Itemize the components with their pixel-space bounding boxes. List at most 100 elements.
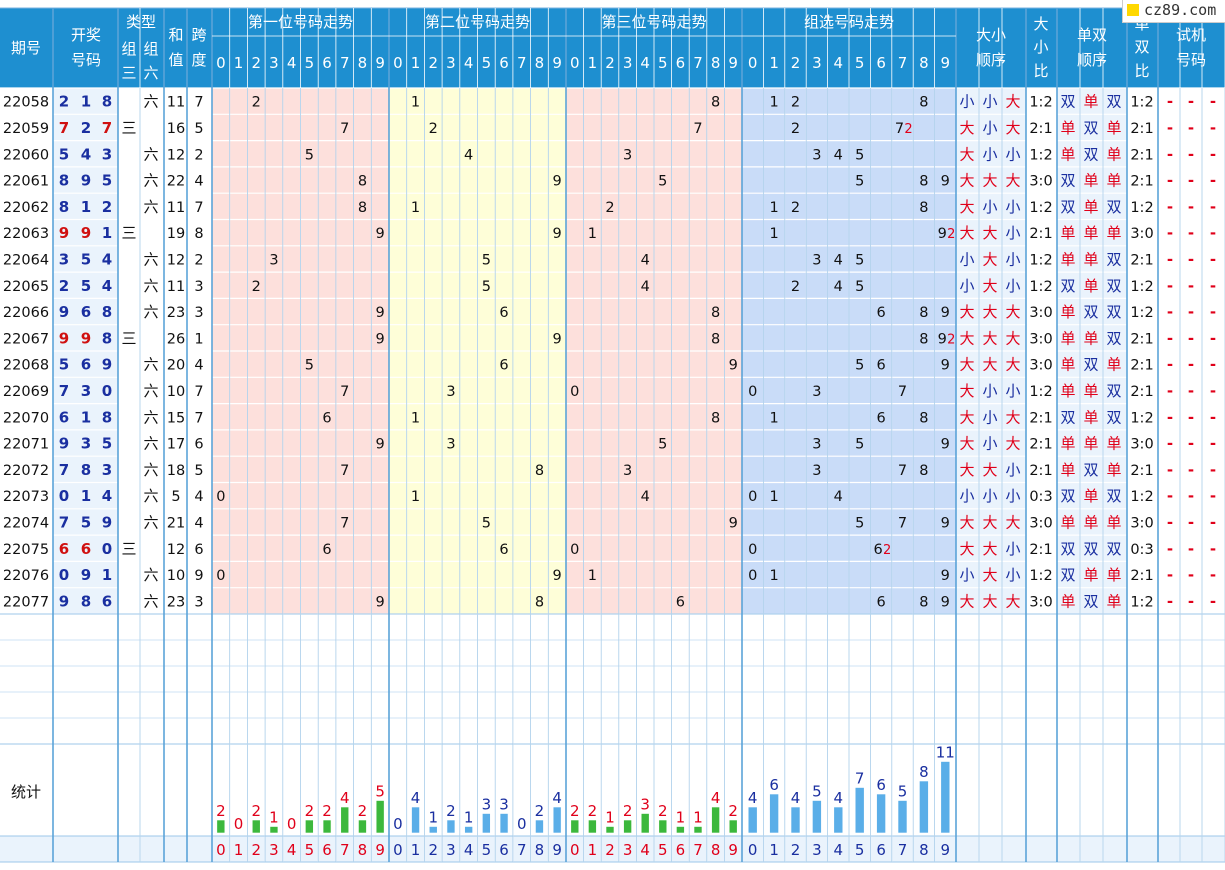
- trial-number: -: [1188, 513, 1194, 531]
- row-type: 六: [143, 435, 158, 453]
- stat-value: 2: [251, 802, 261, 820]
- bs-seq-item: 小: [959, 277, 974, 295]
- group-hit: 2: [791, 95, 800, 111]
- row-span: 5: [194, 121, 203, 137]
- bs-seq-item: 小: [1005, 277, 1020, 295]
- stat-value: 2: [728, 802, 738, 820]
- bs-seq-item: 小: [1005, 487, 1020, 505]
- group-hit: 5: [855, 358, 864, 374]
- draw-number: 3: [102, 461, 112, 479]
- row-span: 6: [194, 437, 203, 453]
- stat-digit: 2: [605, 841, 615, 859]
- header-digit: 4: [640, 54, 650, 72]
- stat-value: 1: [676, 809, 686, 827]
- draw-number: 1: [102, 224, 112, 242]
- stat-bar: [499, 813, 509, 834]
- draw-number: 6: [81, 303, 91, 321]
- oe-seq-item: 单: [1083, 566, 1098, 584]
- header-sum: 值: [168, 51, 183, 69]
- row-sum: 12: [167, 542, 185, 558]
- oe-seq-item: 双: [1060, 198, 1075, 216]
- pos1-hit: 2: [252, 279, 261, 295]
- bs-seq-item: 大: [959, 382, 974, 400]
- trial-number: -: [1167, 329, 1173, 347]
- trial-number: -: [1188, 592, 1194, 610]
- row-span: 3: [194, 305, 203, 321]
- stat-bar: [769, 793, 779, 834]
- row-span: 3: [194, 279, 203, 295]
- pos1-hit: 5: [305, 358, 314, 374]
- row-bs-ratio: 1:2: [1029, 95, 1052, 111]
- pos2-hit: 6: [499, 542, 508, 558]
- bs-seq-item: 大: [959, 592, 974, 610]
- stat-value: 7: [855, 770, 865, 788]
- stat-bar: [340, 806, 350, 834]
- draw-number: 5: [81, 513, 91, 531]
- draw-number: 5: [102, 435, 112, 453]
- trial-number: -: [1210, 540, 1216, 558]
- header-digit: 5: [305, 54, 315, 72]
- trial-number: -: [1188, 224, 1194, 242]
- pos2-hit: 5: [482, 515, 491, 531]
- draw-number: 5: [81, 250, 91, 268]
- oe-seq-item: 单: [1106, 435, 1121, 453]
- stat-value: 2: [570, 802, 580, 820]
- trial-number: -: [1167, 408, 1173, 426]
- row-bs-ratio: 3:0: [1029, 174, 1052, 190]
- row-bs-ratio: 1:2: [1029, 568, 1052, 584]
- row-sum: 10: [167, 568, 185, 584]
- row-period: 22064: [3, 252, 49, 268]
- row-oe-ratio: 2:1: [1130, 331, 1153, 347]
- header-digit: 3: [269, 54, 279, 72]
- draw-number: 9: [59, 224, 69, 242]
- trial-number: -: [1167, 198, 1173, 216]
- group-hit: 5: [855, 147, 864, 163]
- stat-digit: 9: [375, 841, 385, 859]
- header-type: 类型: [126, 13, 156, 31]
- stat-value: 1: [464, 809, 474, 827]
- stat-bar: [482, 813, 491, 834]
- header-group: 组选号码走势: [804, 13, 894, 31]
- trial-number: -: [1210, 277, 1216, 295]
- pos2-hit: 1: [411, 410, 420, 426]
- header-digit: 6: [676, 54, 686, 72]
- stat-bar: [269, 826, 279, 834]
- pos1-hit: 0: [216, 568, 225, 584]
- header-digit: 0: [216, 54, 226, 72]
- row-sum: 21: [167, 515, 185, 531]
- group-hit: 4: [834, 489, 843, 505]
- bs-seq-item: 小: [1005, 250, 1020, 268]
- stat-value: 4: [748, 789, 758, 807]
- trial-number: -: [1188, 461, 1194, 479]
- row-oe-ratio: 3:0: [1130, 437, 1153, 453]
- oe-seq-item: 单: [1106, 592, 1121, 610]
- group-hit: 8: [919, 95, 928, 111]
- group-hit: 9: [941, 594, 950, 610]
- row-span: 6: [194, 542, 203, 558]
- draw-number: 9: [81, 566, 91, 584]
- bs-seq-item: 大: [1005, 93, 1020, 111]
- stat-bar: [747, 806, 758, 834]
- stat-bar: [428, 826, 438, 834]
- row-span: 4: [194, 358, 203, 374]
- bs-seq-item: 大: [1005, 435, 1020, 453]
- pos1-hit: 8: [358, 200, 367, 216]
- header-digit: 0: [748, 54, 758, 72]
- pos1-hit: 9: [376, 305, 385, 321]
- oe-seq-item: 单: [1060, 250, 1075, 268]
- bs-seq-item: 小: [982, 408, 997, 426]
- stat-digit: 1: [411, 841, 421, 859]
- bs-seq-item: 小: [959, 250, 974, 268]
- stat-digit: 6: [876, 841, 886, 859]
- oe-seq-item: 单: [1060, 461, 1075, 479]
- group-hit: 0: [748, 568, 757, 584]
- stat-value: 0: [393, 815, 403, 833]
- row-period: 22059: [3, 121, 49, 137]
- trial-number: -: [1210, 513, 1216, 531]
- row-bs-ratio: 1:2: [1029, 279, 1052, 295]
- draw-number: 2: [81, 119, 91, 137]
- group-hit: 6: [876, 410, 885, 426]
- row-oe-ratio: 1:2: [1130, 95, 1153, 111]
- oe-seq-item: 单: [1106, 224, 1121, 242]
- pos3-hit: 4: [641, 252, 650, 268]
